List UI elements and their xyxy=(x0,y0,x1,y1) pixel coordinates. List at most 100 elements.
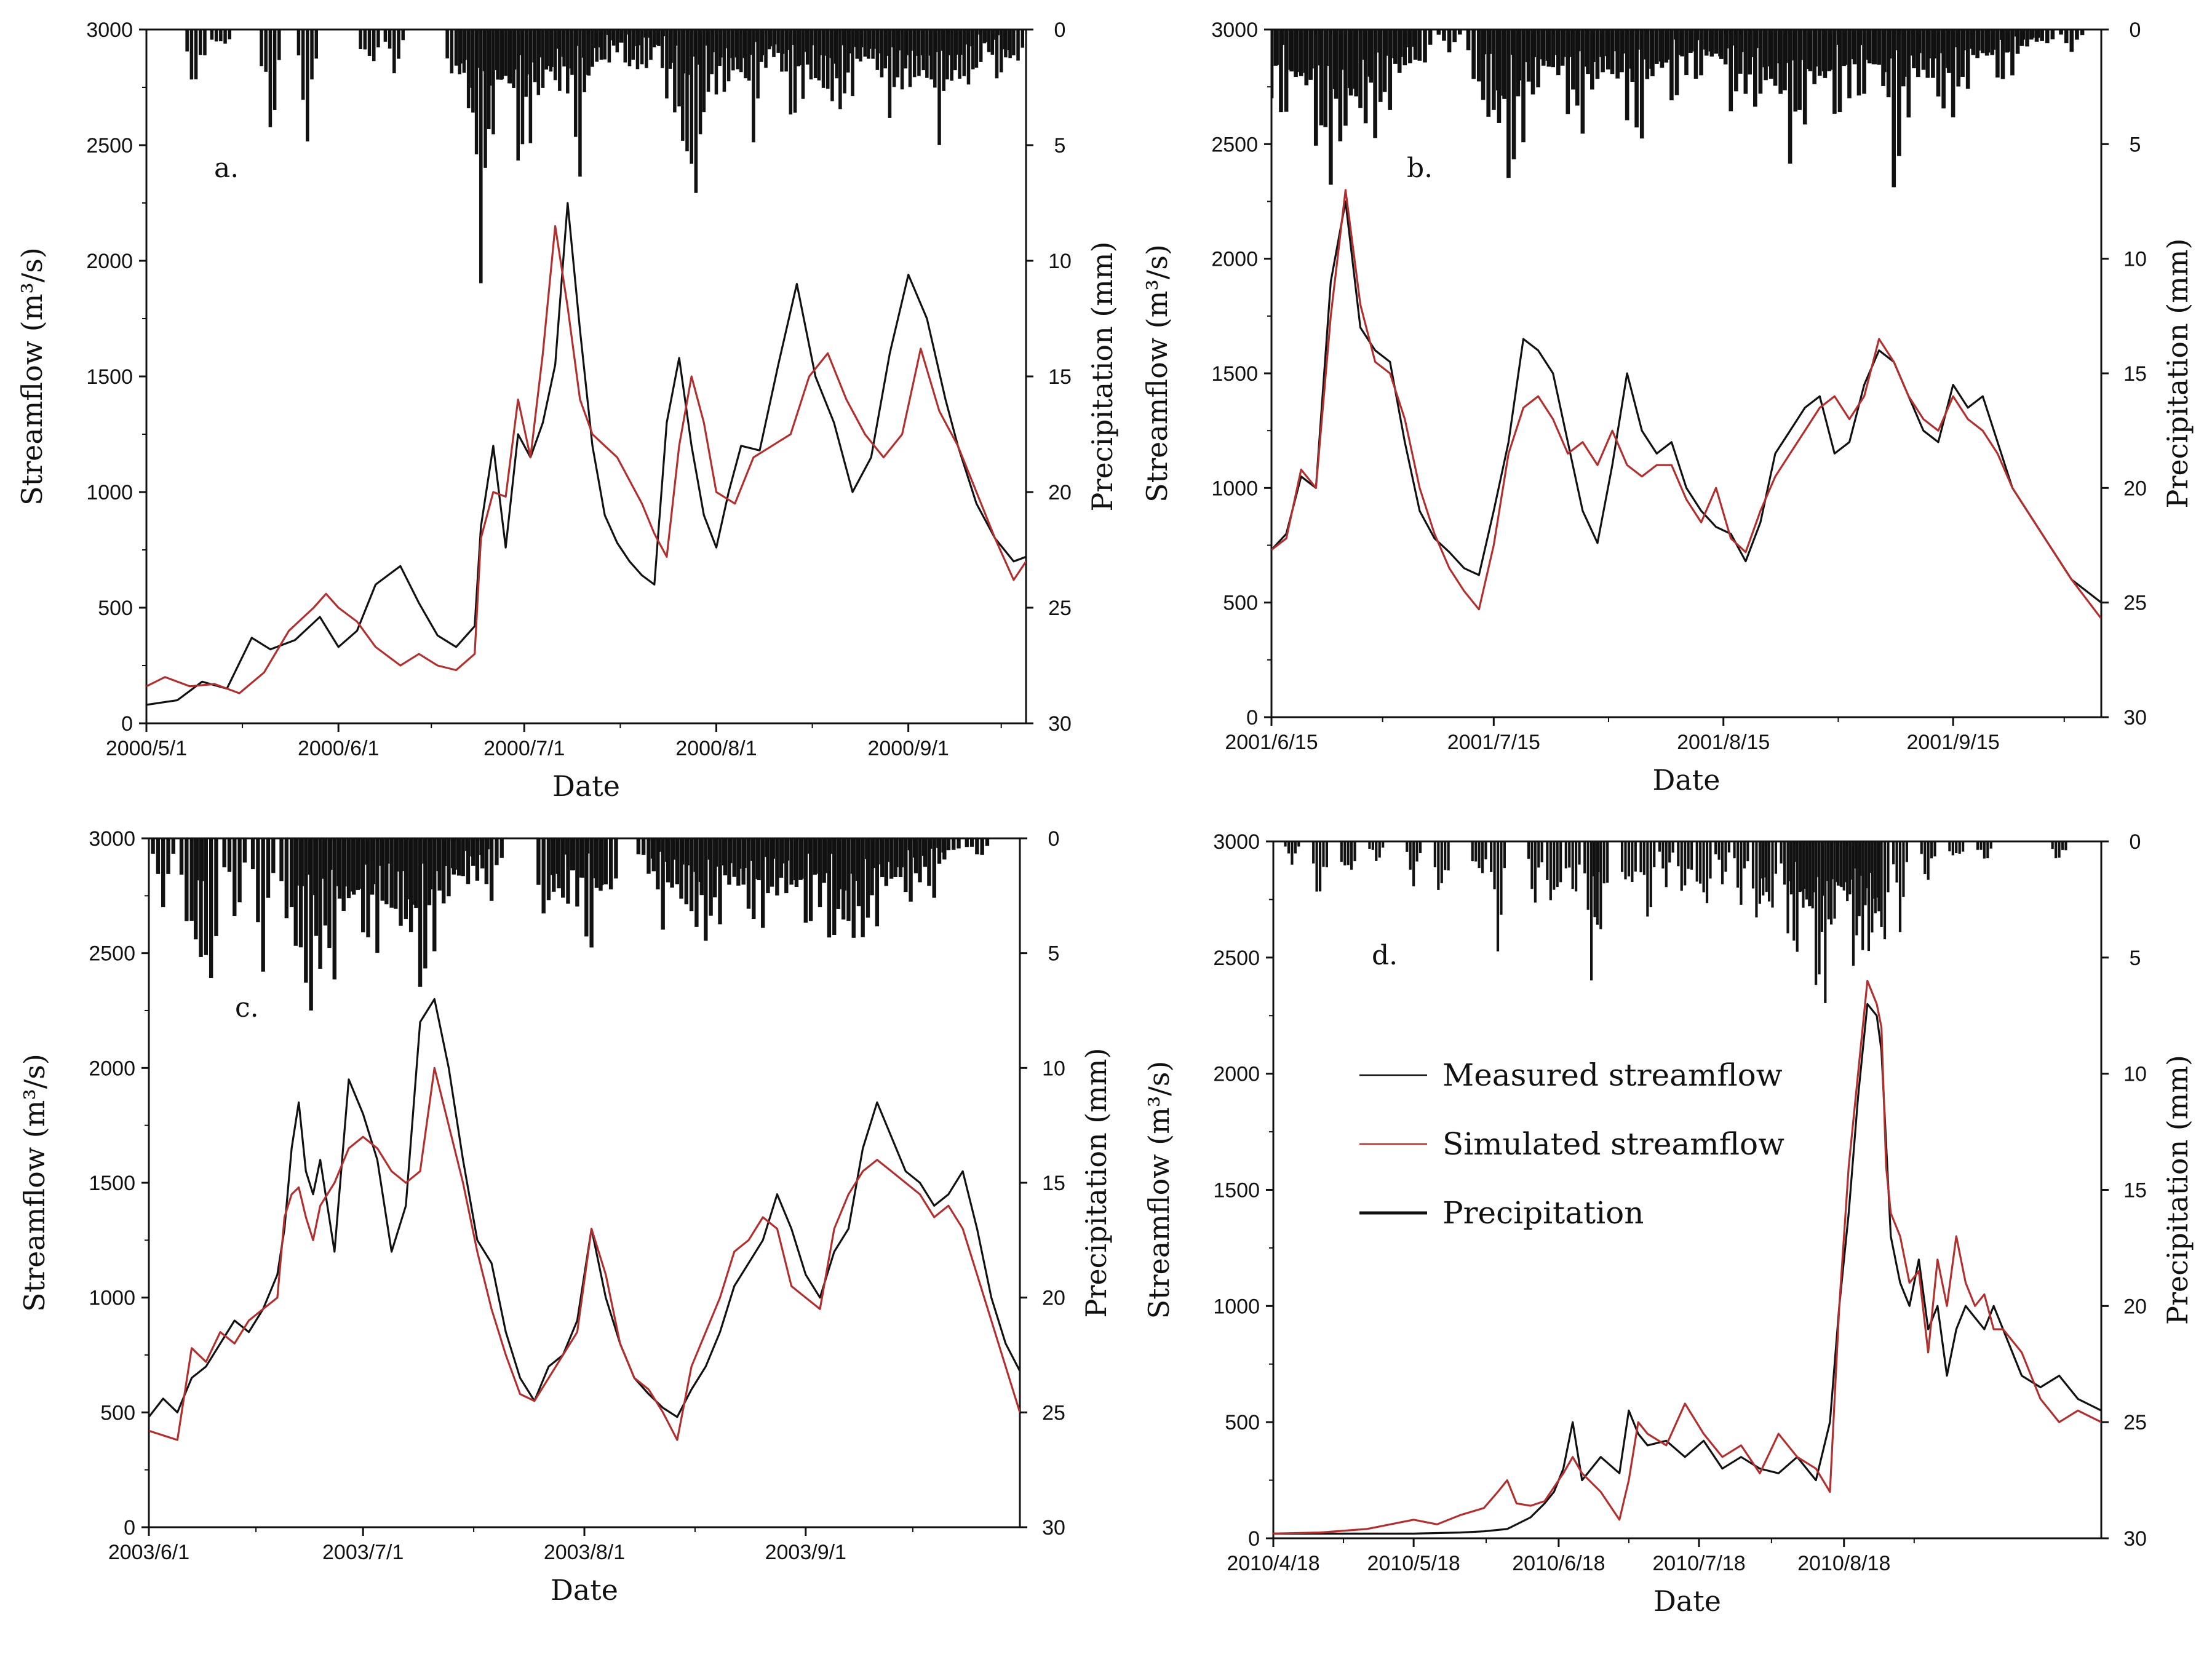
precipitation-bar xyxy=(512,30,515,89)
precipitation-bar xyxy=(1338,30,1343,141)
precipitation-bar xyxy=(1951,841,1954,856)
precipitation-bar xyxy=(1566,30,1570,114)
precipitation-bar xyxy=(793,30,797,113)
precipitation-bar xyxy=(1625,30,1629,121)
precipitation-bar xyxy=(1347,841,1350,865)
precipitation-bar xyxy=(1388,30,1393,110)
precipitation-bar xyxy=(578,30,582,177)
precipitation-bar xyxy=(1664,30,1669,63)
precipitation-bar xyxy=(1590,841,1593,980)
precipitation-bar xyxy=(1318,841,1322,892)
precipitation-bar xyxy=(1999,30,2004,40)
precipitation-bar xyxy=(507,30,511,84)
y-tick-label: 0 xyxy=(121,712,133,736)
precipitation-bar xyxy=(979,30,983,62)
precipitation-bar xyxy=(794,838,798,881)
precipitation-bar xyxy=(1773,30,1778,86)
precipitation-bar xyxy=(1839,841,1842,886)
precipitation-bar xyxy=(549,30,553,72)
precipitation-bar xyxy=(722,30,726,92)
y2-tick-label: 30 xyxy=(2123,706,2147,729)
precipitation-bar xyxy=(987,30,991,52)
precipitation-bar xyxy=(194,838,198,940)
precipitation-bar xyxy=(1368,841,1371,849)
precipitation-bar xyxy=(1575,841,1578,892)
precipitation-bar xyxy=(1634,841,1637,872)
precipitation-bar xyxy=(1924,841,1927,875)
precipitation-bar xyxy=(413,838,417,905)
precipitation-bar xyxy=(1789,841,1792,881)
precipitation-bar xyxy=(1880,841,1883,928)
precipitation-bar xyxy=(832,838,837,936)
precipitation-bar xyxy=(1930,841,1933,859)
precipitation-bar xyxy=(1649,30,1654,69)
precipitation-bar xyxy=(1658,841,1661,852)
precipitation-bar xyxy=(713,838,717,897)
precipitation-bar xyxy=(2034,30,2039,42)
precipitation-bar xyxy=(673,30,677,113)
precipitation-bar xyxy=(1723,30,1728,65)
precipitation-bar xyxy=(660,30,664,68)
precipitation-bar xyxy=(1299,30,1303,76)
precipitation-bar xyxy=(392,30,396,74)
y-tick-label: 1000 xyxy=(1213,1295,1260,1318)
precipitation-bar xyxy=(889,838,894,879)
precipitation-bar xyxy=(2075,30,2079,40)
precipitation-bar xyxy=(1936,30,1941,97)
precipitation-bar xyxy=(921,838,926,856)
precipitation-bar xyxy=(1693,30,1698,79)
precipitation-bar xyxy=(909,838,913,902)
precipitation-bar xyxy=(1955,841,1958,854)
precipitation-bar xyxy=(875,30,880,70)
precipitation-bar xyxy=(752,30,755,143)
precipitation-bar xyxy=(623,30,627,63)
precipitation-bar xyxy=(1984,30,1989,56)
precipitation-bar xyxy=(1970,30,1975,49)
precipitation-bar xyxy=(566,30,570,93)
precipitation-bar xyxy=(649,30,653,60)
precipitation-bar xyxy=(653,30,656,48)
precipitation-bar xyxy=(327,838,332,948)
precipitation-bar xyxy=(551,838,555,875)
precipitation-bar xyxy=(1570,30,1574,57)
precipitation-bar xyxy=(1873,841,1876,899)
y-tick-label: 2500 xyxy=(1211,133,1258,156)
precipitation-bar xyxy=(1724,841,1727,872)
precipitation-bar xyxy=(1896,30,1900,50)
precipitation-bar xyxy=(314,30,319,59)
precipitation-bar xyxy=(1862,30,1866,94)
precipitation-bar xyxy=(1842,841,1845,891)
y2-tick-label: 20 xyxy=(2123,477,2147,500)
precipitation-bar xyxy=(203,30,207,55)
precipitation-bar xyxy=(1614,30,1619,52)
precipitation-bar xyxy=(999,30,1003,73)
y-tick-label: 0 xyxy=(124,1516,135,1540)
precipitation-bar xyxy=(1796,841,1799,952)
precipitation-bar xyxy=(780,30,784,72)
precipitation-bar xyxy=(546,838,551,900)
precipitation-bar xyxy=(850,838,855,874)
precipitation-bar xyxy=(1671,841,1674,853)
precipitation-bar xyxy=(557,30,561,49)
y2-tick-label: 30 xyxy=(2123,1527,2147,1551)
precipitation-bar xyxy=(310,30,314,80)
precipitation-bar xyxy=(1755,841,1758,918)
precipitation-bar xyxy=(809,30,813,80)
x-axis-title: Date xyxy=(1653,1584,1721,1618)
y2-tick-label: 15 xyxy=(2123,1179,2147,1202)
precipitation-bar xyxy=(379,838,384,866)
precipitation-bar xyxy=(466,838,471,884)
precipitation-bar xyxy=(1812,30,1817,84)
precipitation-bar xyxy=(776,30,780,53)
y2-tick-label: 10 xyxy=(1042,1057,1065,1080)
precipitation-bar xyxy=(1821,30,1826,71)
precipitation-bar xyxy=(1690,841,1693,870)
precipitation-bar xyxy=(1484,841,1487,860)
precipitation-bar xyxy=(1273,30,1278,66)
x-tick-label: 2003/8/1 xyxy=(544,1541,625,1564)
precipitation-bar xyxy=(266,838,271,898)
precipitation-bar xyxy=(470,838,474,857)
precipitation-bar xyxy=(558,30,562,91)
precipitation-bar xyxy=(227,838,232,872)
precipitation-bar xyxy=(768,30,771,50)
